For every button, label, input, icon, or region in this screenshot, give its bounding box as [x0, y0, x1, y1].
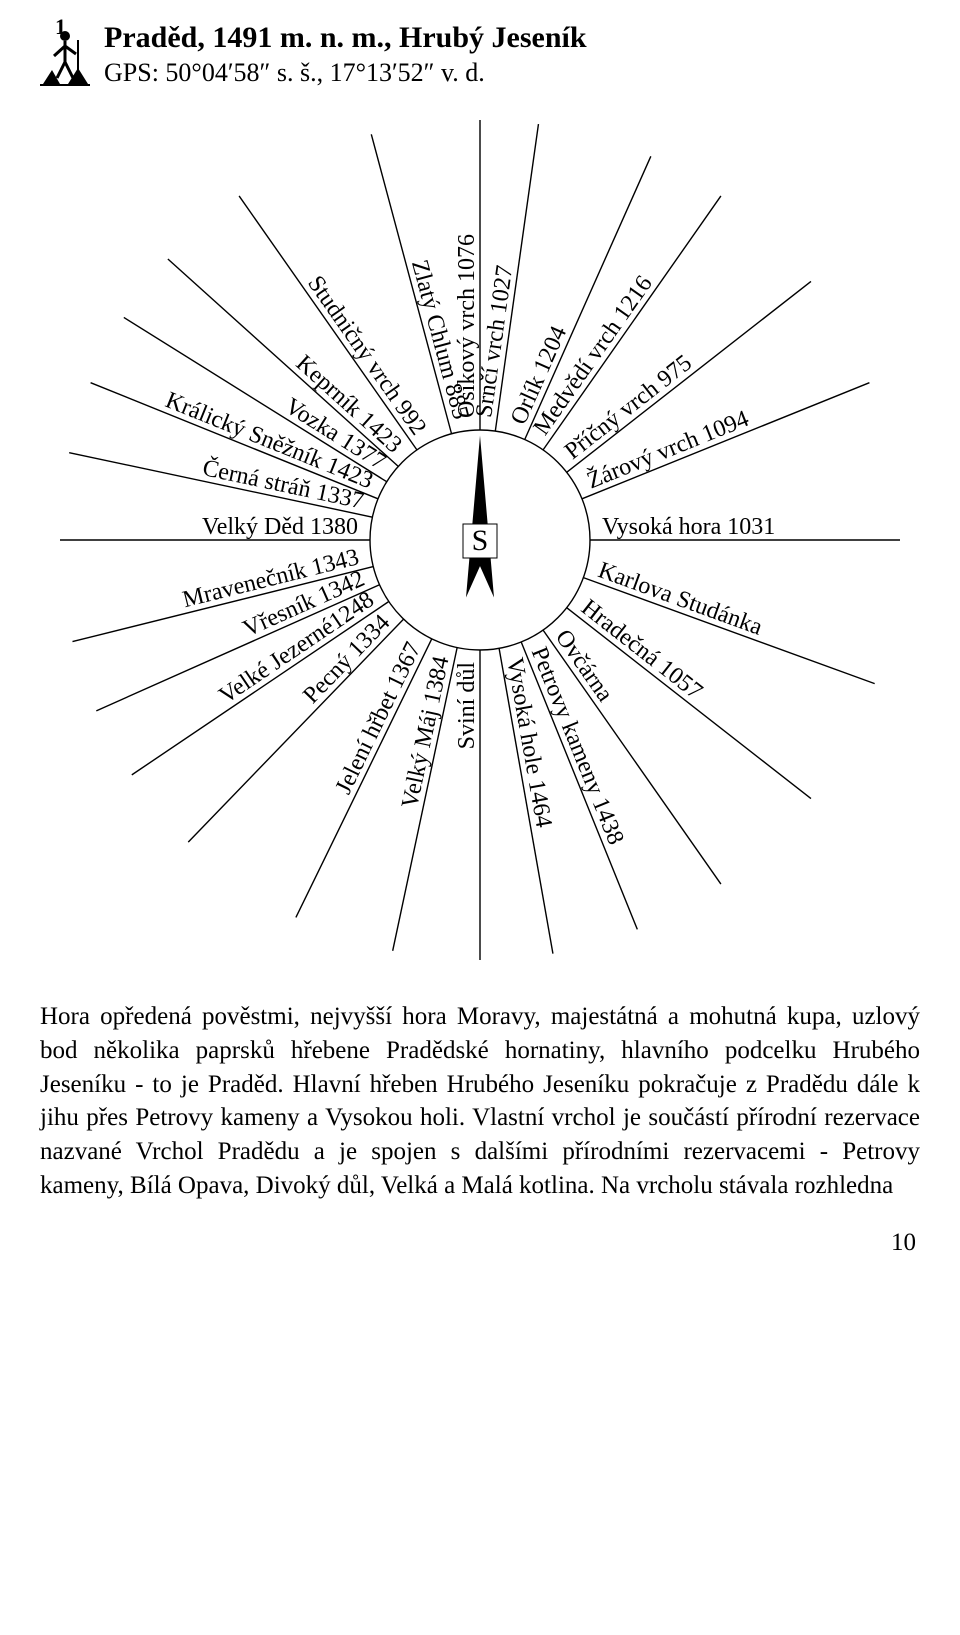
- direction-rose-diagram: SOsikový vrch 1076Srnčí vrch 1027Orlík 1…: [40, 100, 920, 980]
- page-header: 1 Praděd, 1491 m. n. m., Hrubý Jeseník G…: [40, 20, 920, 90]
- page-number: 10: [40, 1229, 920, 1257]
- ray-label: Sviní důl: [454, 662, 480, 750]
- svg-text:S: S: [472, 524, 489, 557]
- title-block: Praděd, 1491 m. n. m., Hrubý Jeseník GPS…: [104, 20, 920, 88]
- entry-number: 1: [55, 14, 66, 40]
- description-paragraph: Hora opředená pověstmi, nejvyšší hora Mo…: [40, 1000, 920, 1203]
- ray-label: Velký Děd 1380: [202, 514, 358, 540]
- ray-label: Vysoká hora 1031: [602, 514, 775, 540]
- gps-coordinates: GPS: 50°04′58″ s. š., 17°13′52″ v. d.: [104, 58, 920, 88]
- hiker-entry-icon: 1: [40, 20, 90, 90]
- page-title: Praděd, 1491 m. n. m., Hrubý Jeseník: [104, 20, 920, 56]
- rose-svg: SOsikový vrch 1076Srnčí vrch 1027Orlík 1…: [40, 100, 920, 980]
